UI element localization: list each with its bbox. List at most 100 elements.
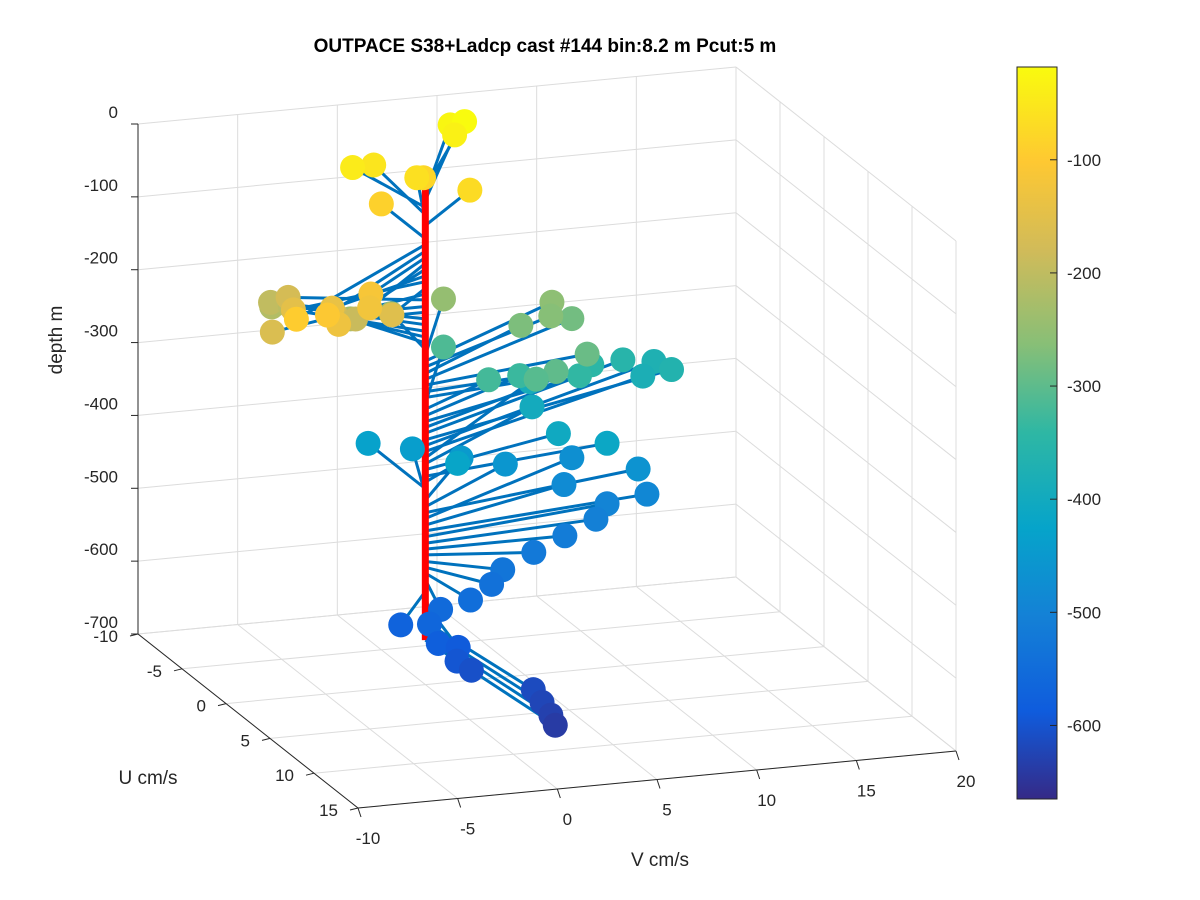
- x-tick: [955, 750, 960, 761]
- data-point: [479, 571, 505, 597]
- y-tick: [217, 703, 227, 707]
- data-point: [551, 472, 577, 498]
- grid-line: [735, 66, 957, 242]
- data-point: [559, 306, 585, 332]
- data-point: [523, 366, 549, 392]
- colorbar-tick-label: -300: [1067, 377, 1101, 396]
- velocity-stick: [424, 456, 573, 520]
- x-tick: [855, 760, 860, 770]
- data-point: [594, 430, 620, 456]
- data-layer: [258, 109, 685, 738]
- data-point: [340, 155, 366, 181]
- grid-line: [181, 611, 781, 670]
- velocity-stick: [425, 517, 597, 545]
- x-tick-label: -10: [356, 829, 381, 848]
- data-point: [283, 306, 309, 332]
- data-point: [425, 630, 451, 656]
- velocity-stick: [425, 352, 588, 387]
- grid-line: [225, 646, 825, 705]
- data-point: [630, 363, 656, 389]
- z-tick-label: -700: [84, 613, 118, 632]
- y-tick-label: 5: [241, 731, 250, 750]
- x-tick-label: 15: [857, 782, 876, 801]
- data-point: [388, 612, 414, 638]
- data-point: [404, 165, 430, 191]
- grid-line: [137, 503, 737, 562]
- y-tick-label: 0: [197, 697, 206, 716]
- grid-line: [735, 430, 957, 606]
- data-point: [357, 295, 383, 321]
- colorbar-ticks: -100 -200 -300 -400 -500 -600: [1050, 151, 1101, 735]
- data-point: [442, 122, 468, 148]
- data-point: [457, 177, 483, 203]
- data-point: [379, 302, 405, 328]
- x-tick: [457, 798, 462, 808]
- velocity-stick: [351, 166, 427, 209]
- data-point: [625, 456, 651, 482]
- velocity-stick: [425, 502, 608, 539]
- data-point: [399, 436, 425, 462]
- grid-line: [735, 503, 957, 679]
- data-point: [567, 363, 592, 389]
- data-point: [416, 611, 442, 637]
- data-point: [476, 367, 502, 393]
- data-point: [574, 341, 600, 367]
- colorbar-tick-label: -500: [1067, 603, 1101, 622]
- velocity-stick: [424, 380, 531, 460]
- y-tick-label: -5: [147, 662, 162, 681]
- velocity-stick: [424, 317, 573, 381]
- x-tick: [357, 807, 362, 818]
- data-point: [545, 421, 571, 447]
- data-point: [659, 357, 685, 383]
- z-tick-label: -300: [84, 322, 118, 341]
- y-tick-label: 15: [319, 801, 338, 820]
- grid-line: [636, 586, 857, 761]
- y-axis-line: [137, 633, 359, 809]
- data-point: [361, 152, 387, 178]
- data-point: [430, 286, 456, 312]
- data-point: [458, 657, 484, 683]
- data-point: [543, 358, 569, 384]
- x-tick-label: 20: [957, 772, 976, 791]
- y-tick-label: -10: [93, 627, 118, 646]
- data-point: [314, 302, 340, 328]
- velocity-stick: [425, 534, 566, 551]
- data-point: [519, 394, 545, 420]
- data-point: [583, 506, 609, 532]
- y-tick: [305, 772, 315, 776]
- grid-line: [735, 285, 957, 460]
- grid-line: [735, 212, 957, 388]
- data-point: [559, 445, 585, 471]
- x-tick: [756, 769, 761, 780]
- grid-line: [137, 285, 737, 344]
- grid-line: [735, 358, 957, 533]
- y-tick: [261, 737, 271, 741]
- z-tick-label: -500: [84, 467, 118, 486]
- grid-line: [137, 430, 737, 489]
- z-tick-label: -400: [84, 394, 118, 413]
- axes-layer: 0-100-200-300-400-500-600-700-10-5051015…: [84, 66, 976, 848]
- x-tick: [556, 788, 561, 799]
- data-point: [445, 450, 471, 476]
- z-axis-label: depth m: [46, 306, 67, 375]
- data-point: [552, 523, 578, 549]
- y-tick-label: 10: [275, 766, 294, 785]
- x-tick: [656, 779, 661, 789]
- data-point: [492, 451, 518, 477]
- grid-line: [735, 576, 957, 752]
- velocity-stick: [424, 483, 565, 527]
- data-point: [430, 334, 456, 360]
- x-tick-label: 10: [757, 791, 776, 810]
- y-tick: [129, 633, 139, 637]
- velocity-stick: [424, 324, 522, 375]
- grid-line: [735, 139, 957, 315]
- grid-line: [536, 595, 757, 771]
- data-point: [521, 539, 547, 565]
- colorbar-gradient: [1016, 66, 1058, 800]
- colorbar-tick-label: -100: [1067, 151, 1101, 170]
- data-point: [538, 303, 564, 329]
- velocity-stick: [424, 462, 507, 509]
- colorbar-tick-label: -400: [1067, 490, 1101, 509]
- data-point: [508, 312, 534, 338]
